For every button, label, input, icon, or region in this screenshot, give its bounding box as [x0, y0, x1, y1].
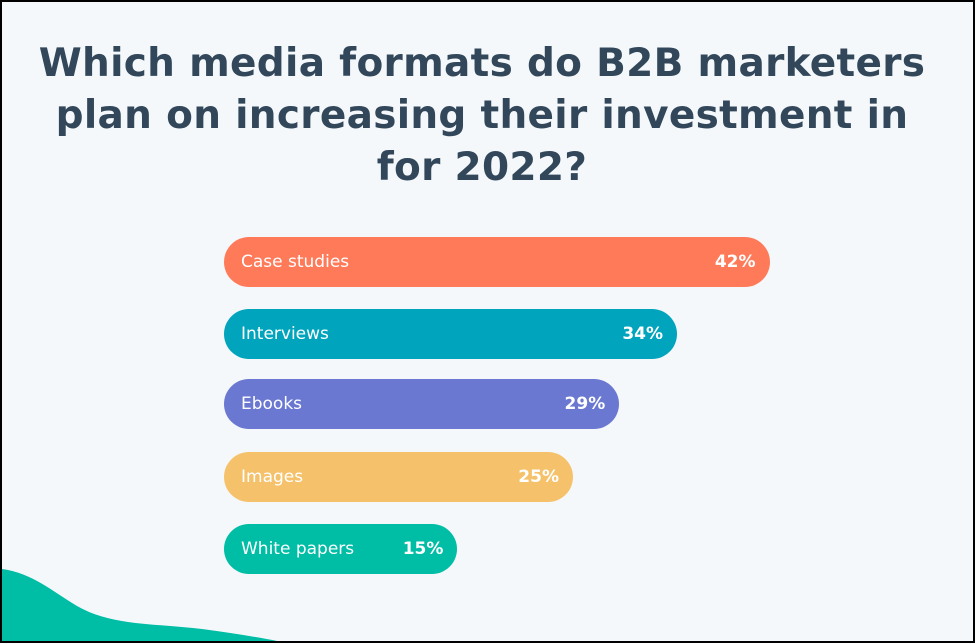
- decorative-wave: [2, 569, 277, 641]
- bar-case-studies: Case studies 42%: [224, 237, 770, 287]
- bar-value-label: 29%: [564, 394, 606, 414]
- bar-label: Ebooks: [241, 394, 303, 414]
- bar-value-label: 25%: [518, 467, 559, 487]
- bar-images: Images 25%: [224, 452, 573, 502]
- bar-label: Case studies: [241, 252, 350, 272]
- chart-title: Which media formats do B2B marketers pla…: [38, 41, 926, 190]
- bar-ebooks: Ebooks 29%: [224, 379, 620, 429]
- bar-value-label: 34%: [622, 324, 664, 344]
- bar-white-papers: White papers 15%: [224, 524, 458, 574]
- bar-value-label: 42%: [714, 252, 756, 272]
- bar-label: White papers: [241, 539, 355, 559]
- bar-label: Images: [241, 467, 304, 487]
- bar-interviews: Interviews 34%: [224, 309, 678, 359]
- bar-label: Interviews: [241, 324, 329, 344]
- bar-value-label: 15%: [402, 539, 444, 559]
